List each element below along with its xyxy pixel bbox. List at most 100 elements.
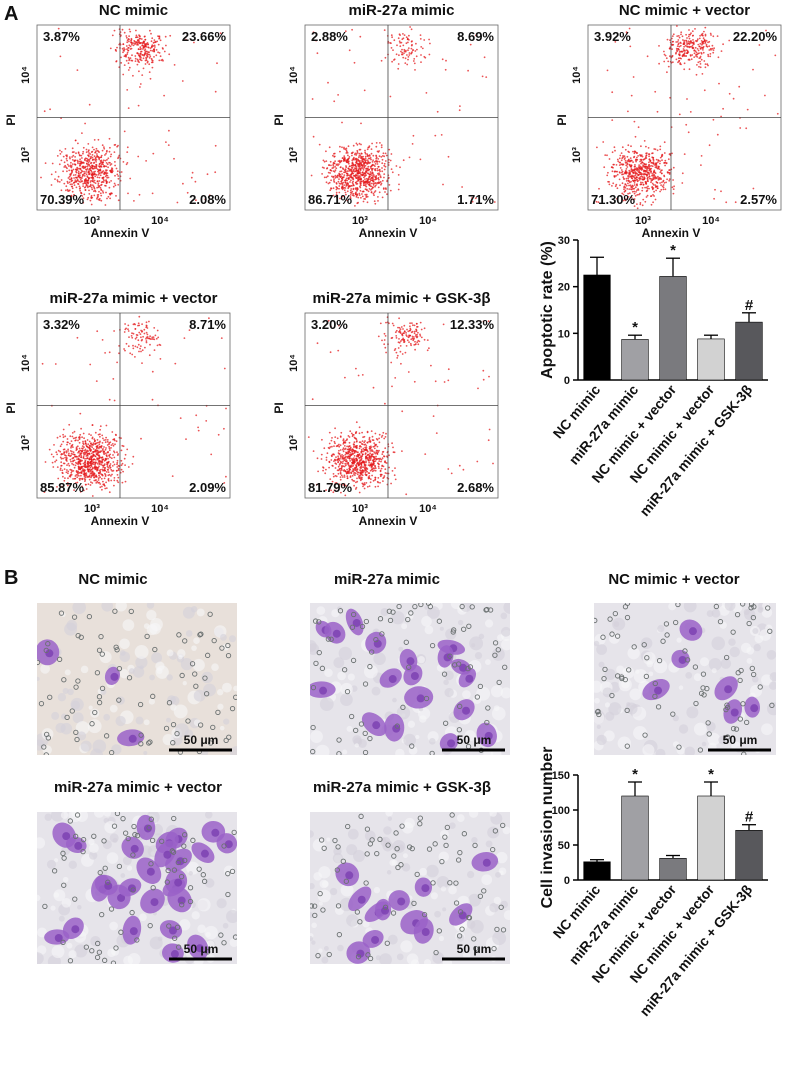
- event-dot: [153, 327, 156, 329]
- event-dot: [133, 200, 135, 202]
- event-dot: [122, 73, 125, 76]
- event-dot: [714, 188, 716, 191]
- event-dot: [109, 169, 112, 172]
- event-dot: [627, 110, 629, 113]
- event-dot: [67, 472, 69, 475]
- event-dot: [634, 194, 637, 197]
- event-dot: [154, 334, 157, 337]
- event-dot: [98, 465, 100, 468]
- event-dot: [343, 441, 346, 444]
- event-dot: [337, 444, 339, 447]
- texture-spot: [484, 659, 491, 666]
- event-dot: [366, 454, 369, 457]
- event-dot: [626, 155, 629, 158]
- event-dot: [376, 445, 379, 448]
- event-dot: [710, 34, 712, 36]
- event-dot: [351, 28, 353, 31]
- event-dot: [146, 54, 148, 57]
- event-dot: [112, 461, 115, 463]
- event-dot: [648, 161, 650, 164]
- event-dot: [104, 439, 107, 441]
- event-dot: [124, 480, 127, 483]
- event-dot: [668, 178, 671, 181]
- event-dot: [108, 447, 111, 450]
- event-dot: [113, 182, 116, 185]
- event-dot: [116, 463, 118, 466]
- event-dot: [359, 469, 362, 472]
- event-dot: [393, 474, 396, 477]
- pore: [205, 652, 211, 658]
- event-dot: [62, 457, 64, 460]
- quadrant-percent: 3.92%: [594, 29, 631, 44]
- event-dot: [72, 174, 75, 177]
- event-dot: [467, 69, 469, 72]
- event-dot: [60, 464, 63, 467]
- texture-spot: [115, 603, 127, 612]
- nucleus: [372, 721, 381, 730]
- event-dot: [384, 152, 387, 155]
- event-dot: [698, 57, 701, 59]
- event-dot: [88, 172, 91, 175]
- event-dot: [70, 177, 73, 180]
- pore: [310, 748, 316, 755]
- event-dot: [672, 61, 674, 63]
- event-dot: [97, 195, 99, 198]
- event-dot: [336, 437, 339, 440]
- event-dot: [641, 187, 644, 189]
- event-dot: [93, 187, 96, 190]
- event-dot: [91, 495, 94, 497]
- event-dot: [50, 453, 53, 456]
- event-dot: [369, 171, 372, 173]
- event-dot: [99, 476, 101, 479]
- event-dot: [398, 331, 400, 333]
- event-dot: [86, 165, 89, 168]
- event-dot: [125, 35, 128, 37]
- event-dot: [330, 459, 333, 461]
- event-dot: [746, 108, 749, 111]
- event-dot: [686, 45, 688, 48]
- event-dot: [127, 324, 130, 327]
- event-dot: [138, 315, 141, 318]
- event-dot: [401, 410, 404, 413]
- event-dot: [50, 173, 53, 176]
- event-dot: [93, 472, 96, 475]
- texture-spot: [407, 720, 416, 728]
- event-dot: [68, 452, 70, 455]
- event-dot: [310, 174, 313, 177]
- event-dot: [348, 157, 350, 160]
- event-dot: [151, 61, 154, 64]
- event-dot: [359, 445, 361, 447]
- event-dot: [699, 66, 702, 69]
- event-dot: [326, 452, 329, 455]
- event-dot: [99, 425, 102, 428]
- event-dot: [671, 152, 673, 155]
- event-dot: [90, 452, 93, 455]
- event-dot: [77, 175, 80, 177]
- event-dot: [407, 58, 409, 61]
- event-dot: [73, 151, 75, 153]
- event-dot: [631, 177, 634, 180]
- event-dot: [625, 177, 628, 180]
- event-dot: [334, 462, 337, 465]
- event-dot: [120, 62, 123, 64]
- pore: [502, 664, 508, 670]
- event-dot: [643, 169, 646, 172]
- event-dot: [94, 165, 96, 168]
- event-dot: [432, 415, 435, 417]
- event-dot: [368, 168, 370, 171]
- event-dot: [109, 47, 112, 50]
- event-dot: [129, 352, 132, 355]
- event-dot: [116, 173, 119, 176]
- event-dot: [129, 45, 132, 48]
- event-dot: [361, 164, 364, 167]
- event-dot: [384, 472, 387, 474]
- event-dot: [103, 446, 105, 448]
- texture-spot: [417, 656, 425, 664]
- event-dot: [148, 337, 151, 340]
- event-dot: [97, 186, 100, 189]
- event-dot: [365, 469, 368, 472]
- event-dot: [409, 322, 411, 325]
- event-dot: [75, 152, 77, 155]
- y-tick-label: 10³: [288, 147, 300, 163]
- event-dot: [627, 176, 630, 178]
